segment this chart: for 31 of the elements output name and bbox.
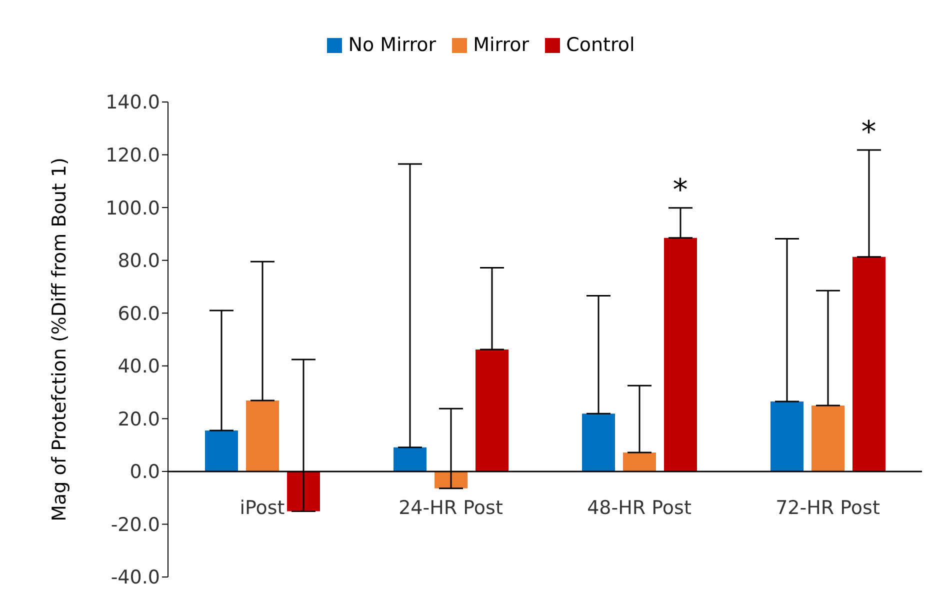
bar: [287, 471, 320, 512]
bar: [623, 452, 656, 472]
bar: [476, 350, 508, 472]
legend-label: No Mirror: [347, 34, 436, 56]
x-tick-label: 24-HR Post: [398, 496, 503, 519]
x-tick-label: 48-HR Post: [587, 496, 692, 519]
y-tick-label: 120.0: [106, 144, 160, 167]
bar: [812, 405, 844, 472]
y-tick-label: -20.0: [110, 514, 160, 536]
bar: [394, 447, 426, 472]
y-tick-label: 100.0: [106, 197, 160, 220]
y-axis-title: Mag of Protefction (%Diff from Bout 1): [48, 158, 71, 522]
bar: [205, 430, 238, 472]
bar: [770, 402, 804, 472]
y-tick-label: 0.0: [130, 461, 160, 484]
y-tick-label: 80.0: [118, 250, 160, 272]
x-tick-label: 72-HR Post: [776, 496, 880, 519]
y-tick-label: 60.0: [118, 302, 160, 325]
bar: [582, 414, 615, 472]
x-tick-label: iPost: [240, 496, 285, 519]
bar: [246, 400, 279, 472]
legend-label: Mirror: [472, 34, 530, 56]
bar: [664, 238, 697, 472]
y-tick-label: -40.0: [110, 566, 160, 589]
legend-label: Control: [565, 34, 635, 56]
bar: [852, 256, 886, 472]
annotation: *: [861, 115, 876, 150]
annotation: *: [672, 172, 688, 208]
y-tick-label: 140.0: [106, 92, 160, 114]
y-tick-label: 40.0: [118, 356, 160, 378]
y-tick-label: 20.0: [118, 408, 160, 430]
